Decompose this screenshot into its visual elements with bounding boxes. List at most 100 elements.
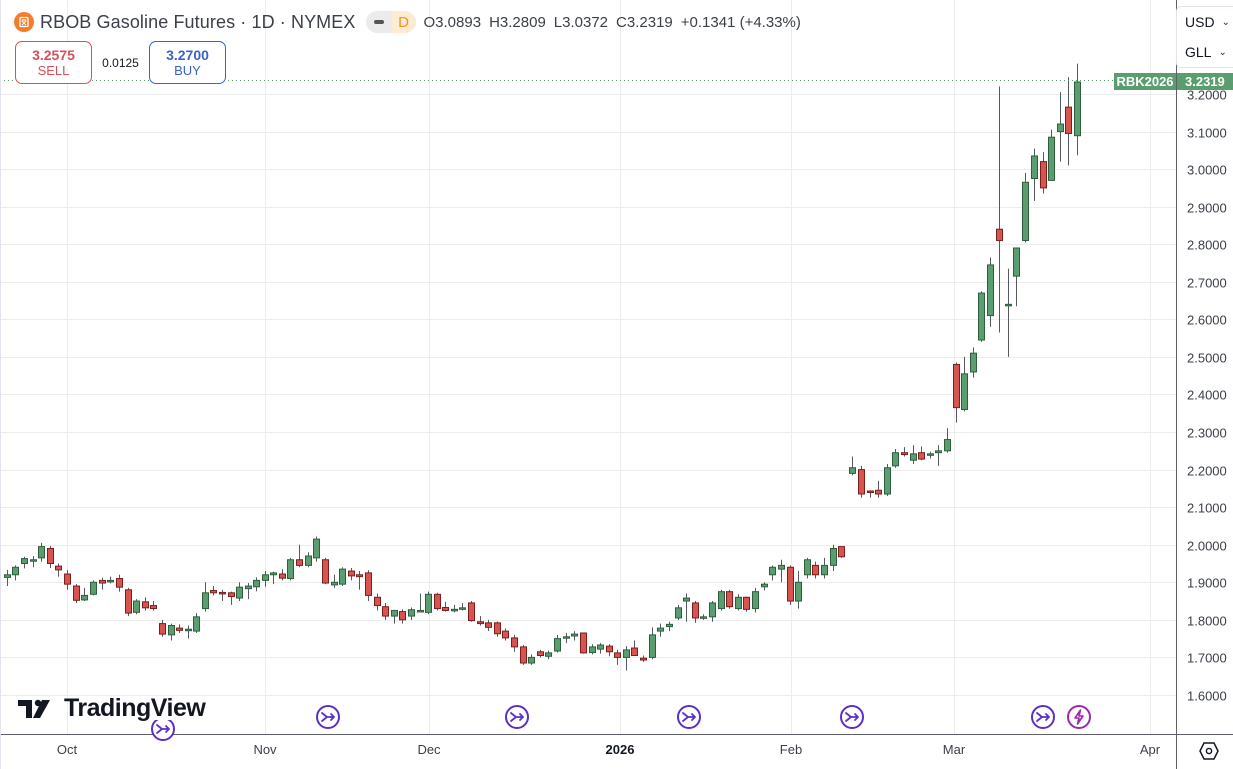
candle <box>253 577 260 592</box>
candle <box>631 640 638 657</box>
price-tick-label: 2.9000 <box>1187 200 1227 215</box>
tradingview-logo[interactable]: TradingView <box>18 694 206 723</box>
ohlc-low: L3.0372 <box>553 13 609 31</box>
candle <box>1065 77 1072 166</box>
ohlc-close: C3.2319 <box>616 13 673 31</box>
candle <box>927 451 934 459</box>
lightning-event-icon[interactable] <box>1066 704 1092 730</box>
candle <box>700 614 707 620</box>
candle <box>821 557 828 579</box>
candle <box>918 446 925 461</box>
candle <box>176 624 183 633</box>
chart-grid <box>0 0 1176 734</box>
candle <box>442 601 449 612</box>
candle <box>752 587 759 613</box>
candle <box>849 456 856 476</box>
split-arrow-event-icon[interactable] <box>150 720 176 742</box>
candle <box>64 570 71 590</box>
candle <box>867 490 874 498</box>
candle <box>1057 92 1064 162</box>
candle <box>1005 268 1012 357</box>
candle <box>944 428 951 453</box>
unit-dropdown[interactable]: GLL ⌄ <box>1185 44 1227 60</box>
price-tick-label: 3.0000 <box>1187 162 1227 177</box>
candle <box>666 621 673 632</box>
candle <box>935 445 942 466</box>
chart-settings-icon[interactable] <box>1198 740 1220 762</box>
time-tick-label: Nov <box>253 742 277 757</box>
candle <box>408 607 415 620</box>
candle <box>236 582 243 602</box>
ohlc-legend: O3.0893 H3.2809 L3.0372 C3.2319 +0.1341 … <box>424 14 801 31</box>
candle <box>365 570 372 602</box>
candle <box>996 86 1003 333</box>
chevron-down-icon: ⌄ <box>1221 16 1230 28</box>
split-arrow-event-icon[interactable] <box>315 704 341 730</box>
candle <box>614 649 621 665</box>
candle <box>978 291 985 342</box>
candle <box>953 362 960 423</box>
candle <box>718 589 725 611</box>
candle <box>459 602 466 611</box>
sell-price: 3.2575 <box>32 46 75 63</box>
price-tick-label: 1.7000 <box>1187 650 1227 665</box>
candle <box>795 571 802 609</box>
candle <box>502 628 509 641</box>
time-tick-label: Dec <box>417 742 441 757</box>
candle <box>657 623 664 637</box>
price-tick-label: 1.6000 <box>1187 688 1227 703</box>
spread-value: 0.0125 <box>102 55 139 70</box>
price-tick-label: 3.1000 <box>1187 125 1227 140</box>
price-tick-label: 2.2000 <box>1187 463 1227 478</box>
buy-label: BUY <box>174 62 201 78</box>
gasoline-pump-icon[interactable] <box>14 12 34 32</box>
sell-button[interactable]: 3.2575 SELL <box>15 41 92 84</box>
time-tick-label: Oct <box>56 742 78 757</box>
price-tick-label: 2.3000 <box>1187 425 1227 440</box>
tradingview-logo-icon <box>18 699 50 718</box>
currency-dropdown[interactable]: USD ⌄ <box>1185 14 1230 30</box>
candle <box>279 569 286 581</box>
candle <box>910 445 917 464</box>
split-arrow-event-icon[interactable] <box>504 704 530 730</box>
candle <box>1048 129 1055 181</box>
candle <box>1031 148 1038 202</box>
candle <box>55 563 62 577</box>
candle <box>961 356 968 412</box>
candle <box>219 589 226 602</box>
candle <box>545 650 552 660</box>
candle <box>520 645 527 665</box>
candle <box>81 587 88 602</box>
split-arrow-event-icon[interactable] <box>676 704 702 730</box>
last-price-label: 3.2319 <box>1177 73 1233 90</box>
candle <box>1040 152 1047 194</box>
candle <box>185 625 192 639</box>
split-arrow-event-icon[interactable] <box>1030 704 1056 730</box>
time-tick-label: Mar <box>942 742 966 757</box>
candle <box>761 582 768 591</box>
interval-badge[interactable]: D <box>391 11 416 33</box>
candle <box>838 546 845 558</box>
candle <box>787 565 794 605</box>
symbol-header: RBOB Gasoline Futures · 1D · NYMEX D O3.… <box>14 10 801 34</box>
candle <box>683 593 690 622</box>
symbol-title[interactable]: RBOB Gasoline Futures · 1D · NYMEX <box>40 11 356 32</box>
buy-button[interactable]: 3.2700 BUY <box>149 41 226 84</box>
time-tick-label: 2026 <box>605 742 635 757</box>
visibility-pill[interactable]: D <box>365 11 416 33</box>
candle <box>884 463 891 496</box>
candle <box>202 582 209 612</box>
candle <box>287 557 294 581</box>
price-tick-label: 2.7000 <box>1187 275 1227 290</box>
candle <box>356 571 363 590</box>
candle <box>649 627 656 660</box>
split-arrow-event-icon[interactable] <box>839 704 865 730</box>
price-tick-label: 2.5000 <box>1187 350 1227 365</box>
price-tick-label: 2.6000 <box>1187 312 1227 327</box>
candle <box>47 545 54 569</box>
candle <box>987 257 994 327</box>
hide-legend-icon[interactable] <box>365 11 392 33</box>
price-tick-label: 2.0000 <box>1187 538 1227 553</box>
candle <box>210 586 217 596</box>
